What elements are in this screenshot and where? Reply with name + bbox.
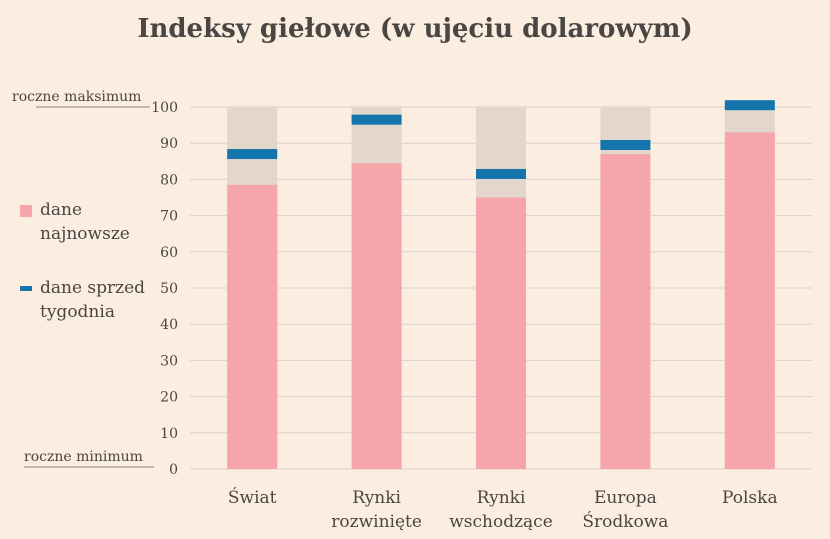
x-tick-label: Świat — [228, 487, 277, 508]
y-tick-label: 80 — [160, 172, 178, 188]
x-tick-label: rozwinięte — [331, 512, 422, 532]
x-tick-label: Europa — [594, 488, 657, 508]
previous-marker — [227, 149, 278, 160]
legend-label-previous-line2: tygodnia — [40, 302, 115, 322]
y-tick-label: 90 — [160, 136, 178, 152]
legend-label-latest-line2: najnowsze — [40, 224, 130, 244]
x-axis: Świat Rynki rozwinięte Rynki wschodzące Europ… — [228, 487, 778, 532]
previous-marker — [351, 114, 402, 125]
latest-bar — [600, 154, 651, 469]
previous-swatch — [20, 286, 32, 291]
y-tick-label: 70 — [160, 209, 178, 225]
bars — [227, 100, 775, 470]
previous-marker — [600, 140, 651, 151]
x-tick-label: Rynki — [477, 488, 526, 508]
x-tick-label: Rynki — [352, 488, 401, 508]
y-tick-label: 20 — [160, 390, 178, 406]
annotations: roczne maksimum roczne minimum — [12, 89, 154, 468]
y-axis: 0 10 20 30 40 50 60 70 80 90 100 — [151, 100, 178, 478]
annotation-max: roczne maksimum — [12, 89, 141, 105]
annotation-min: roczne minimum — [24, 449, 143, 465]
latest-bar — [227, 184, 278, 469]
chart-title: Indeksy giełowe (w ujęciu dolarowym) — [137, 14, 693, 44]
previous-marker — [476, 168, 526, 179]
legend-label-previous-line1: dane sprzed — [40, 278, 146, 298]
legend-label-previous: dane sprzed tygodnia — [40, 276, 145, 324]
y-tick-label: 40 — [160, 317, 178, 333]
legend-label-latest: dane najnowsze — [40, 198, 130, 246]
y-tick-label: 10 — [160, 426, 178, 442]
y-tick-label: 0 — [169, 462, 178, 478]
x-tick-label: Środkowa — [582, 511, 668, 532]
y-tick-label: 50 — [160, 281, 178, 297]
y-tick-label: 60 — [160, 245, 178, 261]
previous-marker — [724, 100, 775, 111]
latest-bar — [351, 163, 402, 470]
latest-swatch — [20, 205, 32, 217]
legend-label-latest-line1: dane — [40, 200, 83, 220]
x-tick-label: Polska — [722, 488, 778, 508]
y-tick-label: 30 — [160, 353, 178, 369]
y-tick-label: 100 — [151, 100, 178, 116]
x-tick-label: wschodzące — [449, 512, 553, 532]
latest-bar — [476, 197, 526, 469]
latest-bar — [724, 132, 775, 469]
